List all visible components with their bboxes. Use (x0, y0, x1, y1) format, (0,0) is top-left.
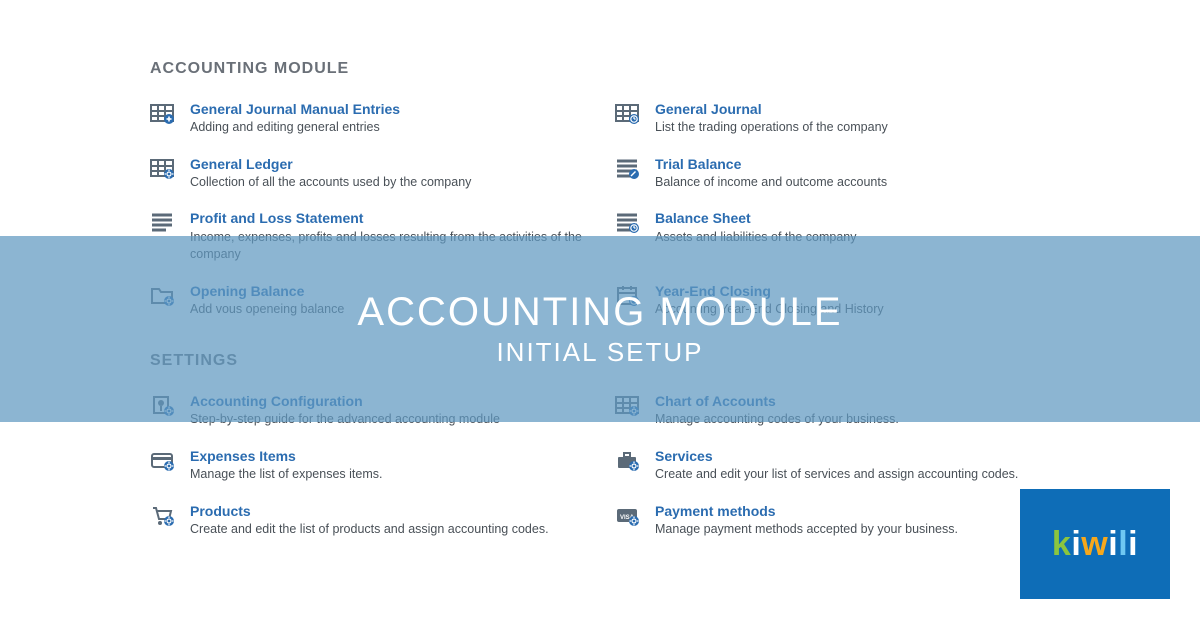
item-desc: Manage the list of expenses items. (190, 466, 585, 484)
item-desc: Adding and editing general entries (190, 119, 585, 137)
accounting-item[interactable]: Trial BalanceBalance of income and outco… (615, 155, 1050, 192)
item-title: General Journal Manual Entries (190, 100, 585, 118)
briefcase-icon (615, 449, 641, 471)
overlay-title: ACCOUNTING MODULE (357, 290, 842, 335)
accounting-item[interactable]: General JournalList the trading operatio… (615, 100, 1050, 137)
grid-clock-icon (615, 102, 641, 124)
item-desc: Collection of all the accounts used by t… (190, 174, 585, 192)
visa-icon (615, 504, 641, 526)
item-desc: List the trading operations of the compa… (655, 119, 1050, 137)
settings-item[interactable]: ServicesCreate and edit your list of ser… (615, 447, 1050, 484)
card-icon (150, 449, 176, 471)
accounting-item[interactable]: General Journal Manual EntriesAdding and… (150, 100, 585, 137)
accounting-item[interactable]: General LedgerCollection of all the acco… (150, 155, 585, 192)
item-desc: Create and edit the list of products and… (190, 521, 585, 539)
item-desc: Balance of income and outcome accounts (655, 174, 1050, 192)
overlay-band: ACCOUNTING MODULE INITIAL SETUP (0, 236, 1200, 422)
lines-clock-icon (615, 211, 641, 233)
item-title: Profit and Loss Statement (190, 209, 585, 227)
settings-item[interactable]: Expenses ItemsManage the list of expense… (150, 447, 585, 484)
item-title: Balance Sheet (655, 209, 1050, 227)
lines-pen-icon (615, 157, 641, 179)
lines-icon (150, 211, 176, 233)
kiwili-logo-text: kiwili (1052, 525, 1138, 564)
cart-icon (150, 504, 176, 526)
grid-gear-icon (150, 157, 176, 179)
item-title: General Journal (655, 100, 1050, 118)
item-title: Products (190, 502, 585, 520)
item-title: General Ledger (190, 155, 585, 173)
item-desc: Manage payment methods accepted by your … (655, 521, 1050, 539)
item-title: Payment methods (655, 502, 1050, 520)
grid-plus-icon (150, 102, 176, 124)
settings-item[interactable]: Payment methodsManage payment methods ac… (615, 502, 1050, 539)
settings-item[interactable]: ProductsCreate and edit the list of prod… (150, 502, 585, 539)
item-desc: Create and edit your list of services an… (655, 466, 1050, 484)
kiwili-logo: kiwili (1020, 489, 1170, 599)
accounting-heading: ACCOUNTING MODULE (150, 60, 1050, 78)
overlay-subtitle: INITIAL SETUP (496, 337, 703, 368)
item-title: Services (655, 447, 1050, 465)
item-title: Trial Balance (655, 155, 1050, 173)
item-title: Expenses Items (190, 447, 585, 465)
